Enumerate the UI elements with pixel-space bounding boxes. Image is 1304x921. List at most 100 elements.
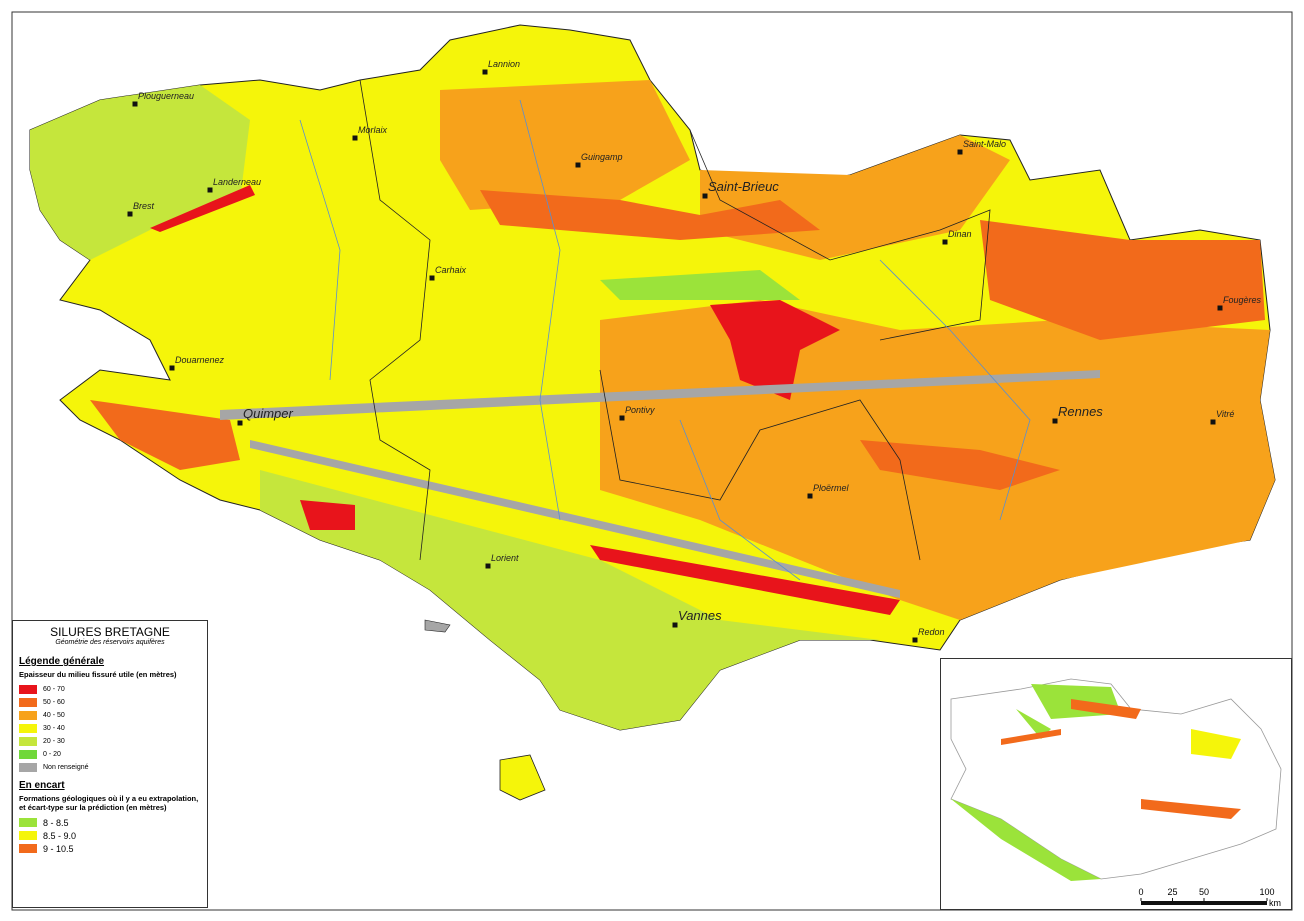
legend-label: 9 - 10.5	[43, 843, 74, 854]
city-label: Landerneau	[213, 177, 261, 187]
zone-60-70	[150, 185, 255, 232]
zone-0-20	[600, 270, 800, 300]
zone-50-60	[90, 400, 240, 470]
city-label: Quimper	[243, 406, 294, 421]
city-label: Lorient	[491, 553, 519, 563]
city-labels: Lannion Plouguerneau Morlaix Landerneau Bres…	[127, 59, 1262, 643]
city-marker	[169, 365, 175, 371]
city-label: Vannes	[678, 608, 722, 623]
legend-item: 40 - 50	[19, 709, 201, 722]
inset-map: 0 25 50 100 km	[940, 658, 1292, 910]
legend-swatch	[19, 737, 37, 746]
zone-60-70	[300, 500, 355, 530]
legend-label: 8.5 - 9.0	[43, 830, 77, 841]
city-label: Morlaix	[358, 125, 388, 135]
legend-item: 8 - 8.5	[19, 816, 201, 829]
city-marker	[485, 563, 491, 569]
city-label: Brest	[133, 201, 155, 211]
inset-zone	[1001, 699, 1241, 819]
zone-60-70	[590, 545, 900, 615]
zone-20-30	[30, 85, 250, 260]
city-label: Redon	[918, 627, 945, 637]
city-marker	[352, 135, 358, 141]
inset-zone	[1191, 729, 1241, 759]
scale-tick-label: 50	[1199, 887, 1209, 897]
zone-60-70	[710, 300, 840, 400]
city-label: Plouguerneau	[138, 91, 194, 101]
city-marker	[942, 239, 948, 245]
city-marker	[619, 415, 625, 421]
island	[499, 754, 546, 801]
legend-swatch	[19, 831, 37, 840]
city-label: Douarnenez	[175, 355, 225, 365]
city-marker	[482, 69, 488, 75]
inset-legend-items: 8 - 8.5 8.5 - 9.0 9 - 10.5	[19, 816, 201, 855]
zone-50-60	[980, 220, 1265, 340]
city-marker	[1217, 305, 1223, 311]
city-marker	[1210, 419, 1216, 425]
city-marker	[237, 420, 243, 426]
city-marker	[957, 149, 963, 155]
city-label: Lannion	[488, 59, 520, 69]
legend-item: 20 - 30	[19, 735, 201, 748]
department-border	[359, 79, 991, 561]
legend-label: Non renseigné	[43, 764, 89, 771]
legend-items: 60 - 70 50 - 60 40 - 50 30 - 40 20 - 30 0 - 2…	[19, 683, 201, 774]
city-marker	[127, 211, 133, 217]
city-marker	[207, 187, 213, 193]
island	[424, 619, 451, 633]
scale-bar-body	[1141, 901, 1267, 905]
inset-zone	[951, 684, 1121, 881]
city-marker	[807, 493, 813, 499]
legend-label: 50 - 60	[43, 699, 65, 706]
city-label: Fougères	[1223, 295, 1262, 305]
scale-unit: km	[1269, 898, 1281, 908]
legend-label: 30 - 40	[43, 725, 65, 732]
legend-swatch	[19, 763, 37, 772]
city-label: Guingamp	[581, 152, 623, 162]
zone-50-60	[860, 440, 1060, 490]
scale-tick-label: 25	[1167, 887, 1177, 897]
city-label: Pontivy	[625, 405, 655, 415]
city-label: Vitré	[1216, 409, 1234, 419]
city-marker	[1052, 418, 1058, 424]
legend-swatch	[19, 698, 37, 707]
city-marker	[672, 622, 678, 628]
scale-tick-label: 100	[1259, 887, 1274, 897]
city-label: Ploërmel	[813, 483, 850, 493]
legend-item: Non renseigné	[19, 761, 201, 774]
inset-legend-subheading: Formations géologiques où il y a eu extr…	[19, 794, 199, 812]
legend-swatch	[19, 750, 37, 759]
zone-40-50	[440, 80, 690, 210]
legend-item: 50 - 60	[19, 696, 201, 709]
legend-subheading: Epaisseur du milieu fissuré utile (en mè…	[19, 670, 177, 679]
legend-swatch	[19, 711, 37, 720]
scale-tick-label: 0	[1138, 887, 1143, 897]
legend-swatch	[19, 685, 37, 694]
zone-20-30	[260, 470, 880, 730]
legend-label: 20 - 30	[43, 738, 65, 745]
legend-label: 8 - 8.5	[43, 817, 69, 828]
river	[299, 99, 1031, 581]
city-label: Carhaix	[435, 265, 467, 275]
legend-item: 60 - 70	[19, 683, 201, 696]
legend-swatch	[19, 844, 37, 853]
legend-label: 60 - 70	[43, 686, 65, 693]
city-marker	[912, 637, 918, 643]
legend-item: 30 - 40	[19, 722, 201, 735]
city-label: Rennes	[1058, 404, 1103, 419]
legend-heading: Légende générale	[19, 656, 105, 667]
map-title: SILURES BRETAGNE	[50, 625, 170, 639]
legend-item: 9 - 10.5	[19, 842, 201, 855]
city-marker	[575, 162, 581, 168]
city-label: Saint-Malo	[963, 139, 1006, 149]
zone-50-60	[480, 190, 820, 240]
legend-label: 0 - 20	[43, 751, 61, 758]
legend: SILURES BRETAGNE Géométrie des réservoir…	[12, 620, 208, 908]
map-subtitle: Géométrie des réservoirs aquifères	[55, 639, 165, 646]
legend-item: 8.5 - 9.0	[19, 829, 201, 842]
inset-legend-heading: En encart	[19, 780, 65, 791]
city-marker	[132, 101, 138, 107]
